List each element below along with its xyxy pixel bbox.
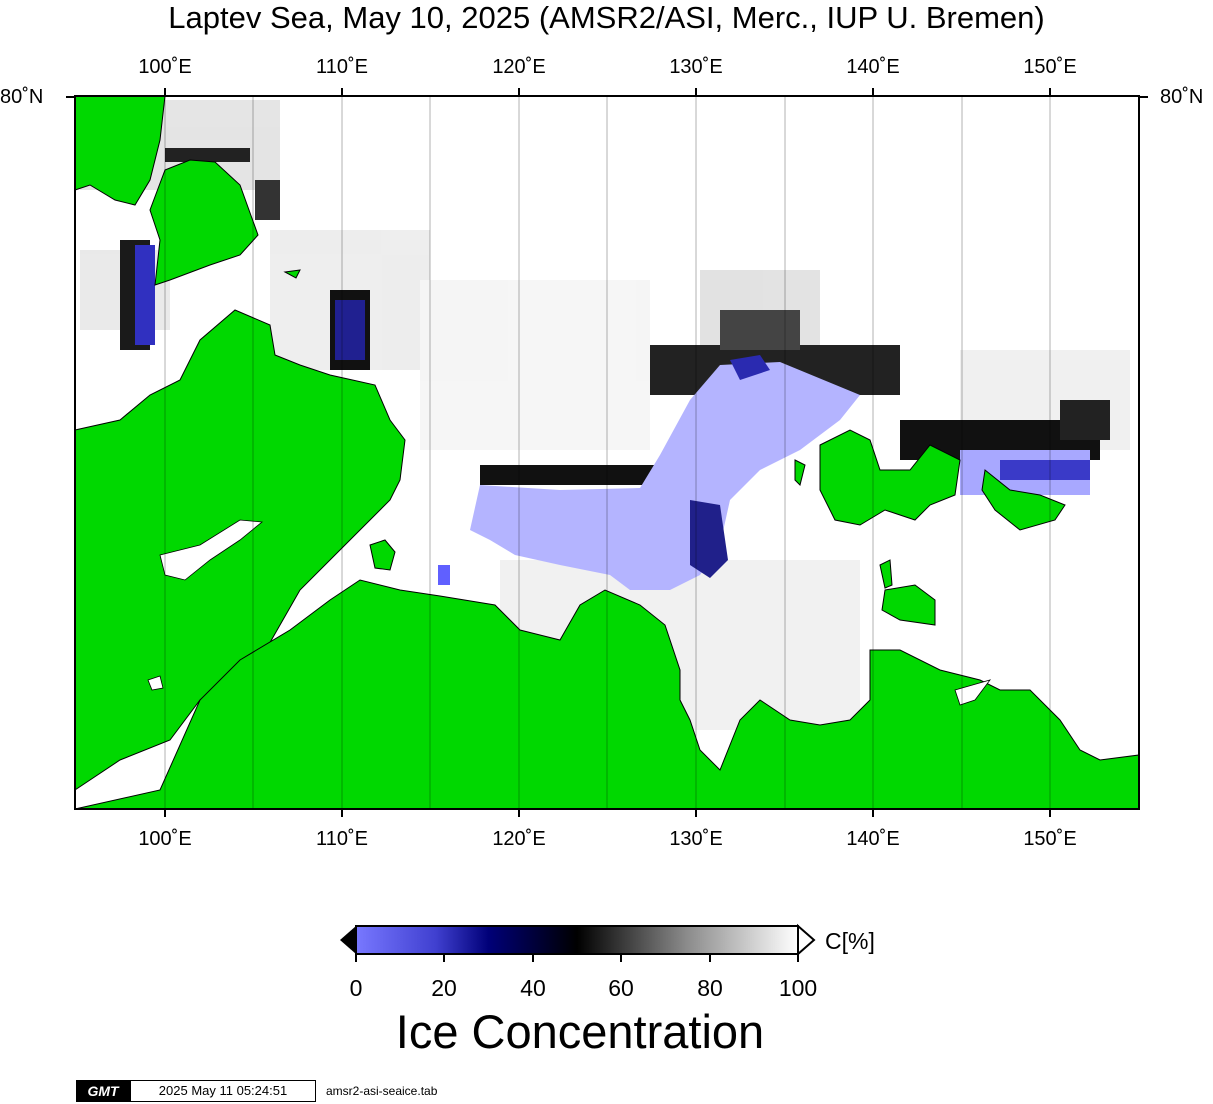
map-title: Laptev Sea, May 10, 2025 (AMSR2/ASI, Mer… xyxy=(168,0,1045,35)
lon-tick-bottom-100: 100˚E xyxy=(138,828,192,850)
lat-tick-right: 80˚N xyxy=(1160,86,1204,108)
land-island-nw xyxy=(149,159,259,286)
land-new-siberia xyxy=(981,469,1066,531)
lakes xyxy=(147,519,992,706)
lon-tick-top-120: 120˚E xyxy=(492,56,546,78)
land-islet-2 xyxy=(879,559,893,589)
land-severnaya-zemlya xyxy=(74,95,166,206)
lon-tick-bottom-110: 110˚E xyxy=(316,828,368,850)
graticule xyxy=(164,96,1051,809)
lat-tick-left: 80˚N xyxy=(0,86,44,108)
open-water-area xyxy=(135,245,1090,590)
lon-tick-top-150: 150˚E xyxy=(1023,56,1077,78)
map-frame xyxy=(74,95,1140,810)
colorbar-tick-100: 100 xyxy=(778,975,818,1001)
colorbar-tick-20: 20 xyxy=(431,975,457,1001)
lon-tick-bottom-140: 140˚E xyxy=(846,828,900,850)
data-filename: amsr2-asi-seaice.tab xyxy=(326,1084,438,1098)
colorbar-title: Ice Concentration xyxy=(395,1005,765,1058)
lon-tick-top-140: 140˚E xyxy=(846,56,900,78)
colorbar-tick-40: 40 xyxy=(520,975,546,1001)
colorbar-gradient xyxy=(355,925,799,955)
land-islet-4 xyxy=(283,269,301,279)
lon-tick-bottom-150: 150˚E xyxy=(1023,828,1077,850)
lon-tick-bottom-130: 130˚E xyxy=(669,828,723,850)
gmt-logo: GMT xyxy=(76,1080,130,1102)
frame-ticks xyxy=(66,88,1148,817)
colorbar-unit: C[%] xyxy=(825,928,875,954)
colorbar-low-triangle xyxy=(340,926,356,954)
land-kotelny xyxy=(819,429,961,526)
land-bolshoy-lyakhovsky xyxy=(881,584,936,626)
lon-tick-top-110: 110˚E xyxy=(316,56,368,78)
colorbar-tick-60: 60 xyxy=(608,975,634,1001)
colorbar-high-triangle xyxy=(797,923,816,957)
lon-tick-top-100: 100˚E xyxy=(138,56,192,78)
timestamp: 2025 May 11 05:24:51 xyxy=(130,1080,316,1102)
lon-tick-top-130: 130˚E xyxy=(669,56,723,78)
colorbar-tick-80: 80 xyxy=(697,975,723,1001)
land-islet-1 xyxy=(794,459,806,486)
land-islet-3 xyxy=(369,539,396,571)
colorbar-tick-0: 0 xyxy=(349,975,363,1001)
lon-tick-bottom-120: 120˚E xyxy=(492,828,546,850)
